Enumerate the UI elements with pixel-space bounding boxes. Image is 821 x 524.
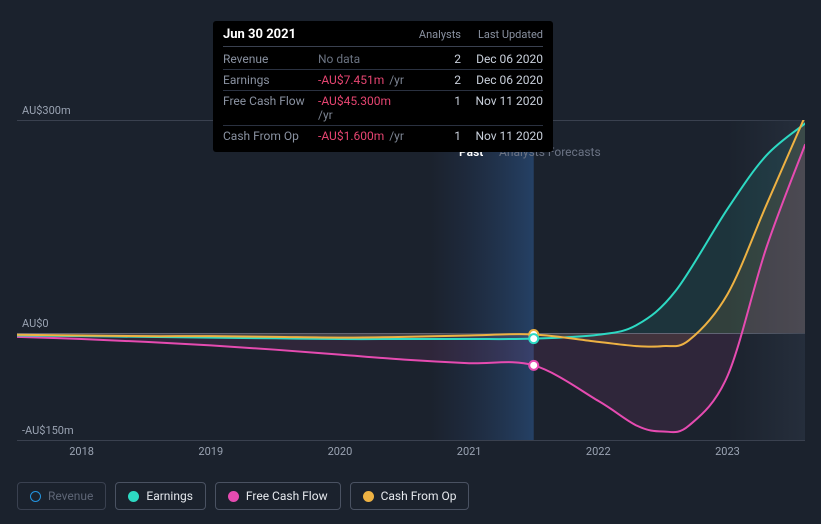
gridline <box>17 440 805 441</box>
row-label: Cash From Op <box>223 129 318 143</box>
row-label: Earnings <box>223 73 318 87</box>
tooltip-date: Jun 30 2021 <box>223 27 406 42</box>
tooltip-row: Cash From Op-AU$1.600m /yr1Nov 11 2020 <box>223 126 543 146</box>
legend-swatch <box>128 491 139 502</box>
legend-label: Revenue <box>48 489 93 503</box>
legend-item-revenue[interactable]: Revenue <box>17 482 106 510</box>
row-label: Revenue <box>223 52 318 66</box>
legend-swatch <box>363 491 374 502</box>
legend-swatch <box>30 491 41 502</box>
forecast-band <box>430 120 533 440</box>
x-axis-label: 2018 <box>69 445 94 458</box>
row-updated: Dec 06 2020 <box>461 73 543 87</box>
tooltip-row: Earnings-AU$7.451m /yr2Dec 06 2020 <box>223 70 543 91</box>
x-axis-label: 2023 <box>715 445 740 458</box>
chart-svg <box>17 120 805 440</box>
x-axis-label: 2020 <box>328 445 353 458</box>
legend-label: Free Cash Flow <box>246 489 328 503</box>
legend-item-fcf[interactable]: Free Cash Flow <box>215 482 341 510</box>
row-analysts: 2 <box>406 52 461 66</box>
col-analysts: Analysts <box>406 28 461 41</box>
forecast-chart[interactable]: AU$300mAU$0-AU$150m 20182019202020212022… <box>17 120 805 465</box>
row-value: -AU$1.600m /yr <box>318 129 406 143</box>
row-analysts: 1 <box>406 94 461 108</box>
tooltip-row: Free Cash Flow-AU$45.300m /yr1Nov 11 202… <box>223 91 543 126</box>
legend-swatch <box>228 491 239 502</box>
legend-label: Earnings <box>146 489 193 503</box>
x-axis-label: 2022 <box>586 445 611 458</box>
row-analysts: 2 <box>406 73 461 87</box>
tooltip-row: RevenueNo data2Dec 06 2020 <box>223 49 543 70</box>
row-value: No data <box>318 52 406 66</box>
row-updated: Nov 11 2020 <box>461 94 543 108</box>
cursor-marker-earnings <box>529 334 538 343</box>
row-updated: Dec 06 2020 <box>461 52 543 66</box>
tooltip-header: Jun 30 2021 Analysts Last Updated <box>223 27 543 47</box>
x-axis-label: 2019 <box>198 445 223 458</box>
legend-item-earnings[interactable]: Earnings <box>115 482 206 510</box>
series-area-earnings <box>17 124 805 340</box>
cursor-marker-fcf <box>529 361 538 370</box>
x-axis-label: 2021 <box>457 445 482 458</box>
row-label: Free Cash Flow <box>223 94 318 108</box>
row-analysts: 1 <box>406 129 461 143</box>
y-axis-label: AU$300m <box>22 104 71 120</box>
row-updated: Nov 11 2020 <box>461 129 543 143</box>
legend-item-cfo[interactable]: Cash From Op <box>350 482 470 510</box>
row-value: -AU$45.300m /yr <box>318 94 406 122</box>
legend-label: Cash From Op <box>381 489 457 503</box>
row-value: -AU$7.451m /yr <box>318 73 406 87</box>
legend: Revenue Earnings Free Cash Flow Cash From O… <box>17 482 469 510</box>
col-updated: Last Updated <box>461 28 543 41</box>
tooltip-panel: Jun 30 2021 Analysts Last Updated Revenu… <box>213 21 553 152</box>
